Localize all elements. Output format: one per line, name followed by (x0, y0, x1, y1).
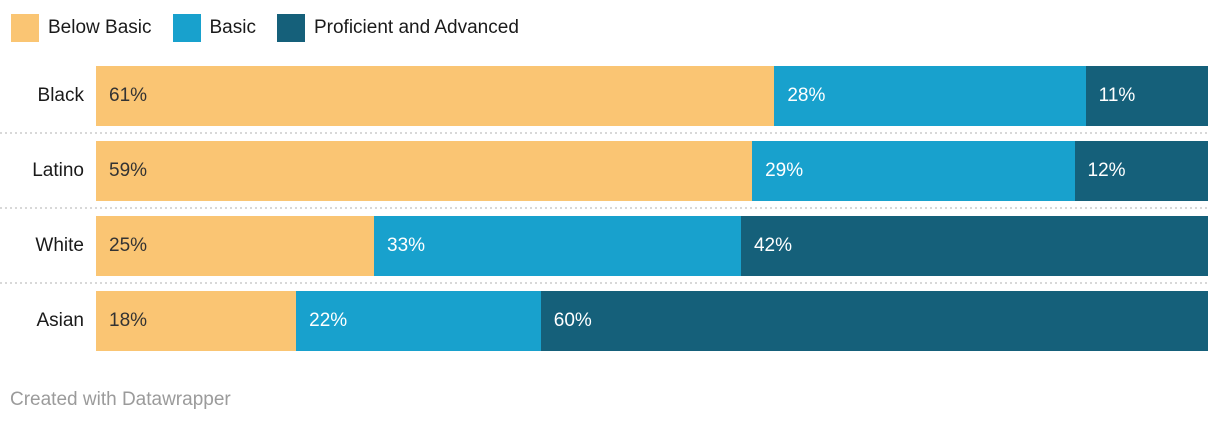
stacked-bar: 18% 22% 60% (96, 291, 1208, 351)
bar-row-latino: Latino 59% 29% 12% (0, 141, 1208, 201)
value-label: 42% (753, 235, 792, 256)
value-label: 60% (553, 310, 592, 331)
row-separator (0, 207, 1208, 209)
legend-swatch-below-basic (11, 14, 39, 42)
value-label: 25% (109, 235, 148, 256)
value-label: 33% (387, 235, 426, 256)
row-separator (0, 132, 1208, 134)
legend-item-below-basic: Below Basic (11, 14, 152, 42)
value-label: 18% (109, 310, 148, 331)
bar-row-black: Black 61% 28% 11% (0, 66, 1208, 126)
legend-item-basic: Basic (172, 14, 256, 42)
category-label: Asian (36, 310, 84, 331)
legend-swatch-proficient-advanced (276, 14, 305, 42)
value-label: 28% (787, 85, 826, 106)
bar-row-white: White 25% 33% 42% (0, 216, 1208, 276)
legend-label-basic: Basic (209, 17, 256, 38)
stacked-bar: 61% 28% 11% (96, 66, 1208, 126)
legend-label-below-basic: Below Basic (48, 17, 152, 38)
legend: Below Basic Basic Proficient and Advance… (11, 14, 540, 42)
bar-segment: 12% (1074, 141, 1208, 201)
bar-segment: 25% (96, 216, 374, 276)
row-separator (0, 282, 1208, 284)
bar-row-asian: Asian 18% 22% 60% (0, 291, 1208, 351)
bar-segment: 33% (374, 216, 741, 276)
stacked-bar: 25% 33% 42% (96, 216, 1208, 276)
category-label: Latino (32, 160, 84, 181)
value-label: 59% (109, 160, 148, 181)
bar-segment: 18% (96, 291, 297, 351)
category-label: White (35, 235, 84, 256)
category-label: Black (37, 85, 84, 106)
value-label: 29% (765, 160, 804, 181)
legend-item-proficient-advanced: Proficient and Advanced (276, 14, 519, 42)
chart-rows: Black 61% 28% 11% Latino 59% 29% 12% White 25% 33%… (0, 66, 1208, 351)
bar-segment: 42% (740, 216, 1208, 276)
bar-segment: 61% (96, 66, 775, 126)
bar-segment: 28% (774, 66, 1086, 126)
value-label: 22% (309, 310, 348, 331)
bar-segment: 22% (296, 291, 541, 351)
value-label: 12% (1087, 160, 1126, 181)
stacked-bar: 59% 29% 12% (96, 141, 1208, 201)
value-label: 61% (109, 85, 148, 106)
attribution-text: Created with Datawrapper (10, 389, 231, 410)
value-label: 11% (1098, 85, 1136, 106)
bar-segment: 60% (540, 291, 1208, 351)
bar-segment: 11% (1085, 66, 1208, 126)
bar-segment: 29% (752, 141, 1075, 201)
legend-swatch-basic (172, 14, 201, 42)
legend-label-proficient-advanced: Proficient and Advanced (313, 17, 519, 38)
bar-segment: 59% (96, 141, 753, 201)
